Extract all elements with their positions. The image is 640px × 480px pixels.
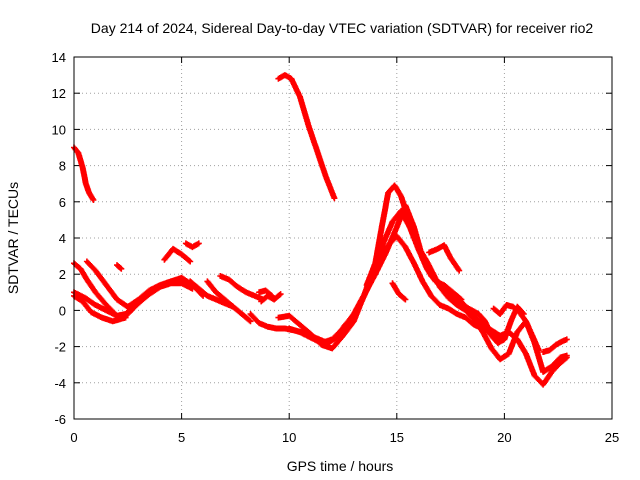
data-markers [182,240,202,251]
y-tick-label: 0 [59,303,66,318]
series-arc-9 [182,240,202,251]
series-arc-22 [490,302,542,354]
series-arc-2 [275,72,338,202]
data-markers [256,287,275,299]
data-layer [71,72,570,388]
data-markers [217,273,267,303]
x-tick-label: 0 [70,430,77,445]
data-markers [363,207,465,303]
chart-title: Day 214 of 2024, Sidereal Day-to-day VTE… [91,20,594,36]
y-tick-label: -2 [54,340,66,355]
data-markers [187,278,254,325]
data-markers [540,336,570,355]
y-axis-label: SDTVAR / TECUs [5,182,21,294]
series-arc-12 [217,273,267,303]
y-tick-label: 2 [59,267,66,282]
tick-layer: 0 5 10 15 20 25 -6 -4 -2 0 2 4 6 8 10 12 14 [52,50,620,445]
series-arc-19 [389,280,409,303]
series-arc-11 [204,278,237,310]
plot-frame [73,56,613,420]
y-tick-label: -4 [54,376,66,391]
data-markers [275,72,338,202]
y-tick-label: 14 [52,50,66,65]
x-tick-label: 5 [178,430,185,445]
series-arc-8 [161,245,194,265]
x-tick-label: 10 [282,430,296,445]
series-arc-14 [256,287,275,299]
series-arc-20 [426,242,463,274]
series-arc-23 [540,336,570,355]
y-tick-label: 12 [52,86,66,101]
data-markers [114,262,125,272]
data-markers [71,144,97,203]
y-tick-label: 6 [59,195,66,210]
data-markers [389,280,409,303]
series-arc-10 [187,278,254,325]
series-arc-18 [363,207,465,303]
x-tick-label: 15 [390,430,404,445]
y-tick-label: -6 [54,412,66,427]
y-tick-label: 4 [59,231,66,246]
x-axis-label: GPS time / hours [287,458,394,474]
data-markers [161,245,194,265]
series-arc-7 [114,262,125,272]
series-arc-1 [71,144,97,203]
data-markers [426,242,463,274]
data-markers [490,302,542,354]
y-tick-label: 10 [52,122,66,137]
y-tick-label: 8 [59,159,66,174]
x-tick-label: 25 [605,430,619,445]
x-tick-label: 20 [497,430,511,445]
data-markers [204,278,237,310]
